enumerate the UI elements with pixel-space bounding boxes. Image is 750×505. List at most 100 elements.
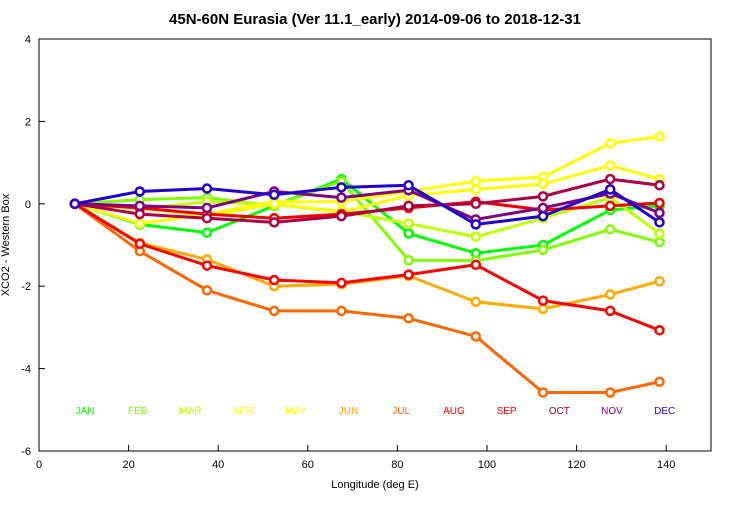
data-point [604, 137, 616, 149]
data-point [134, 238, 146, 250]
legend-item-nov: NOV [601, 406, 623, 417]
data-point [470, 259, 482, 271]
x-tick-label: 100 [478, 459, 496, 471]
data-point [134, 200, 146, 212]
data-point [134, 218, 146, 229]
data-point [654, 325, 665, 336]
x-axis-label: Longitude (deg E) [331, 479, 418, 491]
data-point [268, 189, 280, 200]
legend-item-dec: DEC [654, 406, 675, 417]
chart-title: 45N-60N Eurasia (Ver 11.1_early) 2014-09… [169, 11, 581, 28]
plot-frame [38, 38, 712, 452]
data-point [537, 387, 549, 398]
series-line-feb [74, 179, 660, 263]
data-point [69, 198, 81, 210]
data-point [470, 198, 482, 210]
data-point [201, 260, 213, 271]
data-point [654, 236, 665, 248]
data-point [604, 160, 616, 171]
data-point [537, 303, 549, 315]
series-line-apr [74, 135, 660, 226]
legend-item-mar: MAR [179, 406, 201, 417]
data-point [604, 173, 616, 185]
x-tick-label: 40 [212, 459, 224, 471]
y-tick-label: -6 [21, 446, 31, 458]
data-point [537, 202, 549, 214]
y-tick-label: 4 [25, 34, 31, 46]
data-point [654, 207, 665, 219]
data-point [403, 269, 414, 280]
data-point [537, 244, 549, 256]
data-point [268, 305, 280, 317]
legend-item-jun: JUN [339, 406, 358, 417]
data-point [201, 227, 213, 238]
series-line-dec [74, 183, 661, 226]
data-point [604, 200, 616, 212]
data-point [403, 200, 414, 212]
y-axis: -6 -4 -2 0 2 4 [21, 34, 45, 458]
series-line-oct [74, 177, 660, 224]
data-point [654, 197, 665, 209]
legend: JAN FEB MAR APR MAY JUN JUL AUG SEP OCT NOV DEC [76, 406, 676, 417]
data-point [654, 376, 665, 388]
data-point [470, 219, 482, 230]
y-tick-label: -4 [21, 364, 31, 376]
data-point [654, 180, 665, 191]
data-point [336, 210, 347, 222]
data-point [403, 218, 414, 229]
y-tick-label: -2 [21, 281, 31, 293]
legend-item-jan: JAN [76, 406, 95, 417]
data-point [403, 254, 414, 266]
data-point [134, 186, 146, 197]
x-tick-label: 60 [302, 459, 314, 471]
y-axis-label: XCO2 - Western Box [0, 193, 12, 296]
data-point [268, 217, 280, 228]
data-point [336, 305, 347, 317]
data-point [403, 228, 414, 239]
legend-item-feb: FEB [128, 406, 148, 417]
y-tick-label: 2 [25, 116, 31, 128]
y-tick-label: 0 [25, 199, 31, 211]
data-point [268, 274, 280, 286]
data-point [403, 180, 414, 191]
data-point [654, 228, 665, 239]
data-point [604, 224, 616, 235]
data-point [201, 285, 213, 296]
series-line-nov [74, 188, 661, 221]
data-point [470, 175, 482, 187]
legend-item-may: MAY [285, 406, 306, 417]
data-point [201, 212, 213, 224]
data-point [336, 192, 347, 203]
series-layer [69, 131, 665, 398]
legend-item-aug: AUG [443, 406, 465, 417]
data-point [470, 331, 482, 342]
legend-item-apr: APR [233, 406, 254, 417]
data-point [604, 289, 616, 300]
x-tick-label: 80 [391, 459, 403, 471]
data-point [470, 231, 482, 243]
legend-item-oct: OCT [549, 406, 570, 417]
series-line-aug [74, 202, 661, 332]
data-point [201, 202, 213, 214]
data-point [336, 182, 347, 193]
x-tick-label: 0 [36, 459, 42, 471]
x-tick-label: 20 [122, 459, 134, 471]
x-axis: 0 20 40 60 80 100 120 140 [36, 445, 675, 471]
data-point [403, 313, 414, 324]
x-tick-label: 140 [657, 459, 675, 471]
data-point [470, 296, 482, 308]
data-point [268, 198, 280, 210]
data-point [336, 277, 347, 289]
data-point [654, 276, 665, 287]
data-point [470, 184, 482, 195]
data-point [604, 305, 616, 317]
legend-item-sep: SEP [497, 406, 517, 417]
x-tick-label: 120 [567, 459, 585, 471]
data-point [604, 387, 616, 398]
series-line-jul [73, 202, 660, 394]
data-point [654, 131, 665, 142]
data-point [654, 217, 665, 228]
series-line-jan [74, 177, 660, 255]
